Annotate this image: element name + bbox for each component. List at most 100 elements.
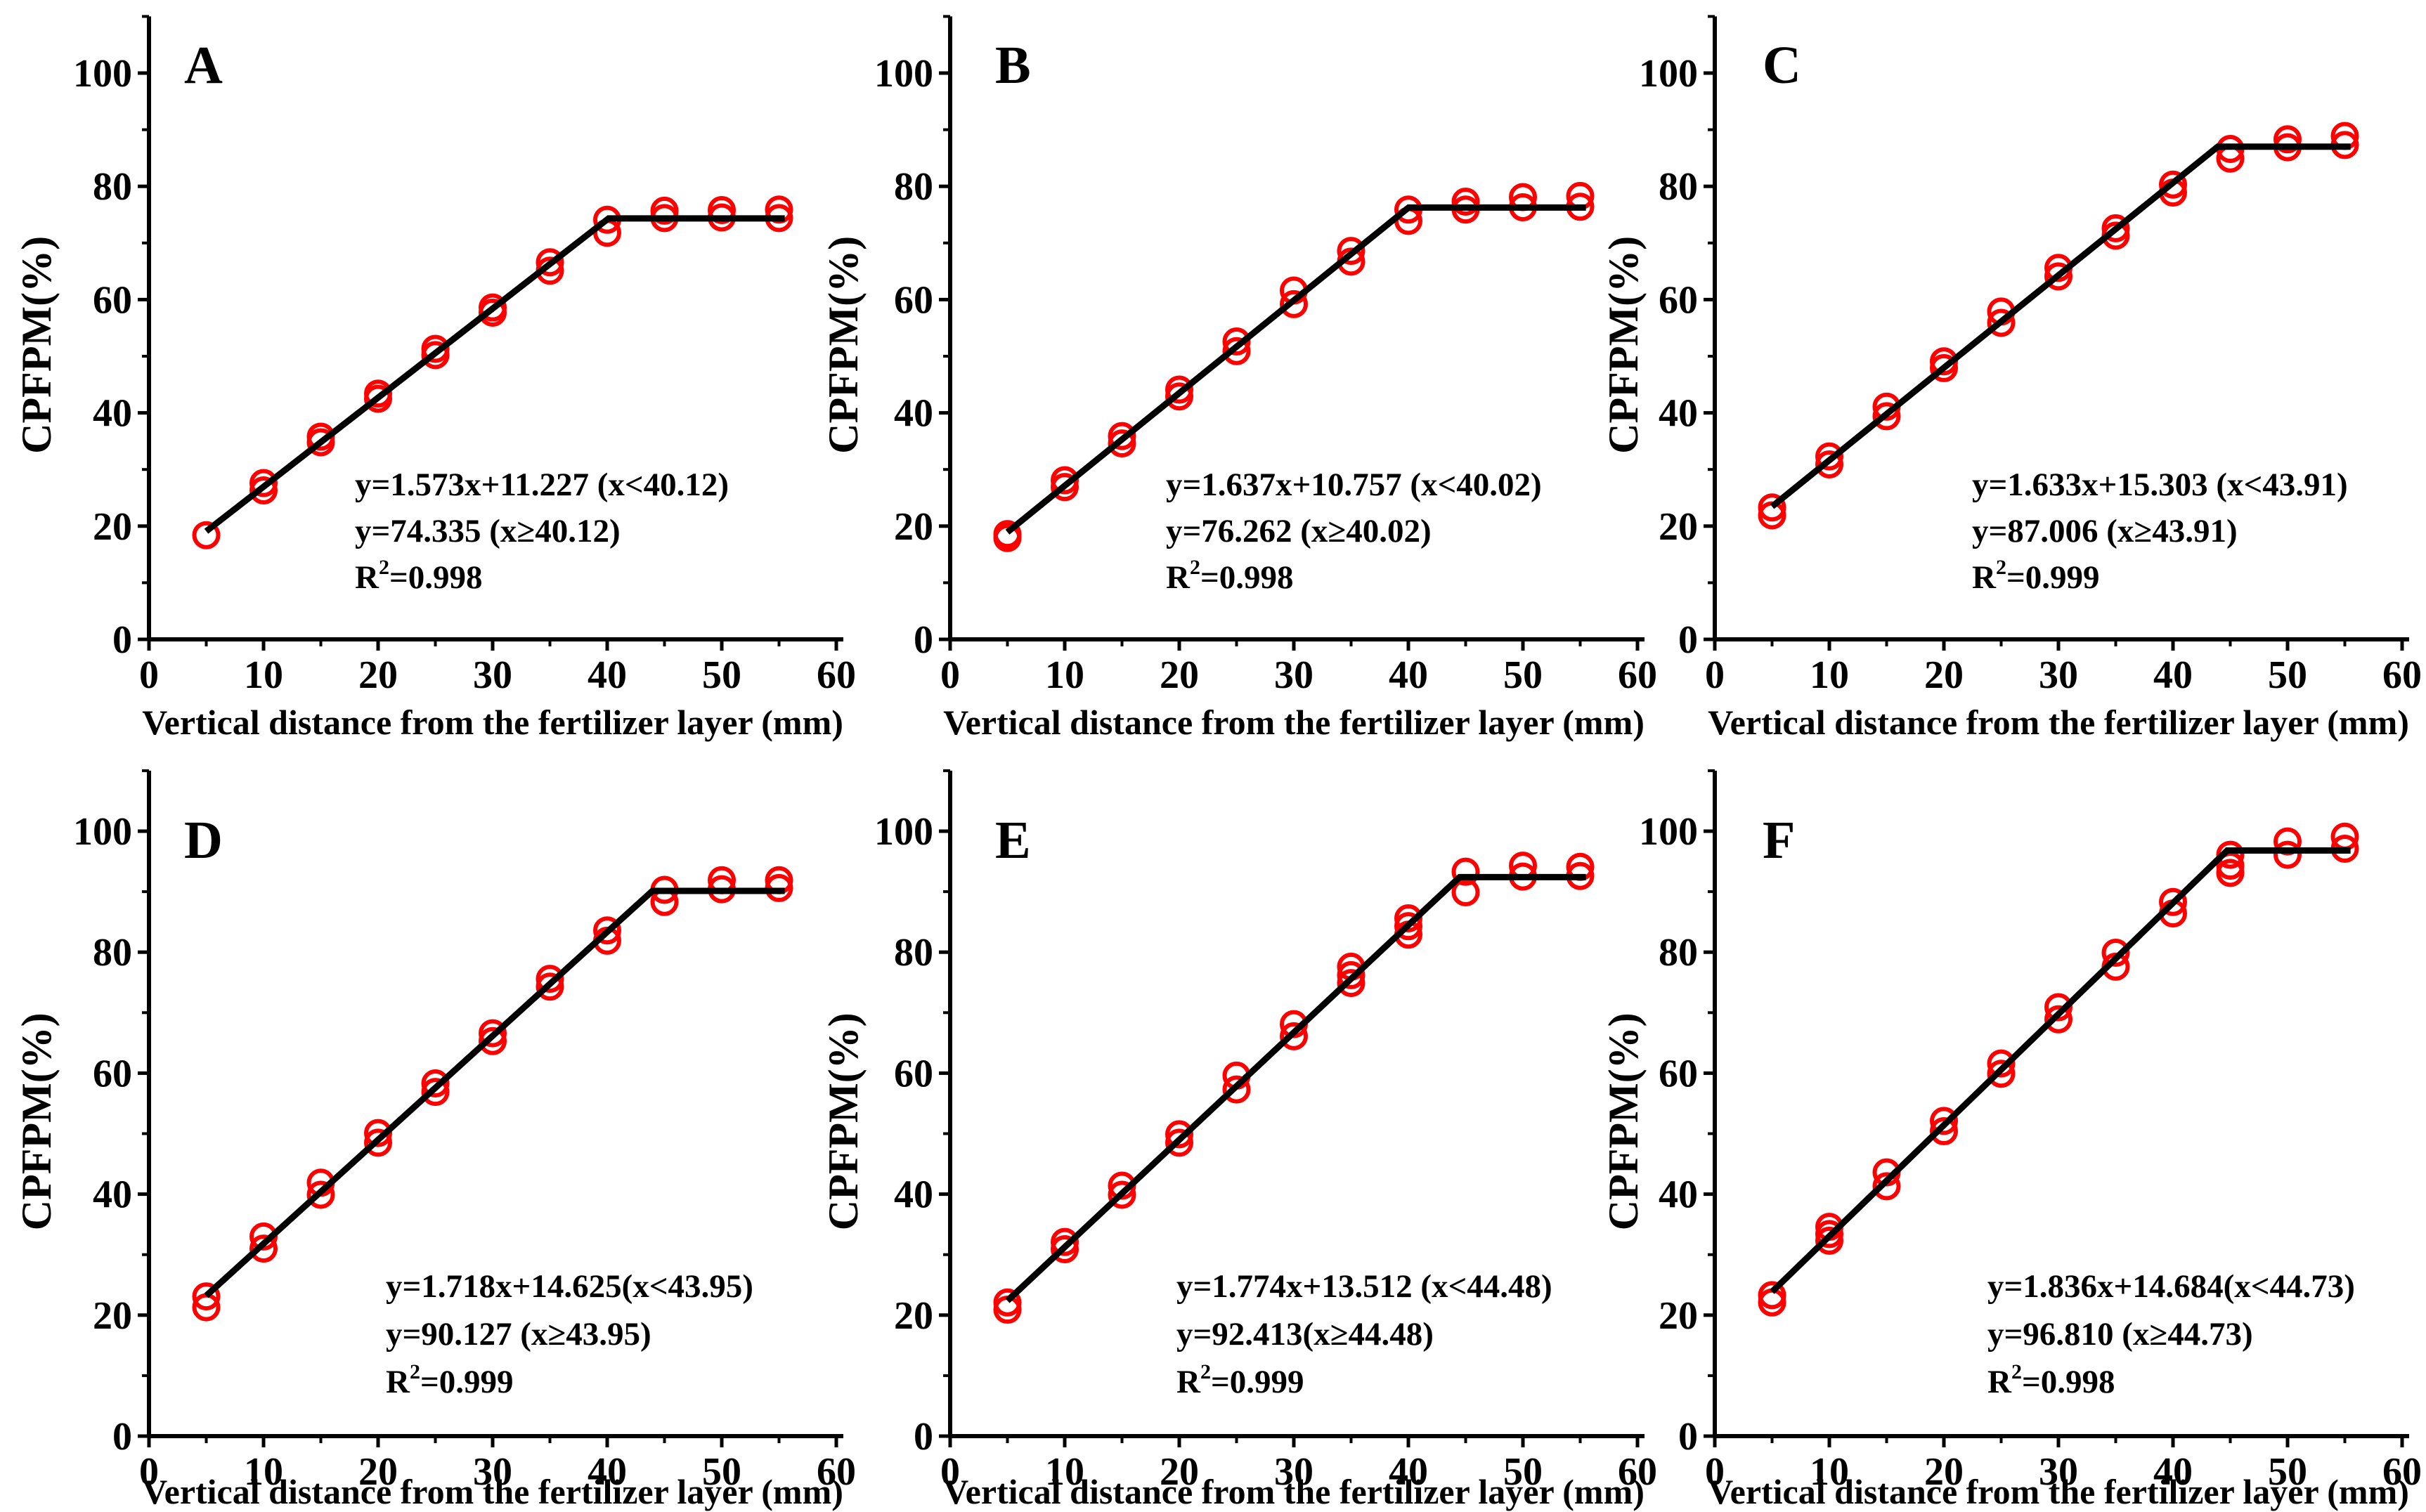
- equation-line: y=74.335 (x≥40.12): [355, 513, 621, 549]
- data-point: [306, 1180, 335, 1209]
- panel-letter: B: [995, 36, 1031, 95]
- x-tick-label: 10: [1810, 653, 1849, 697]
- data-point: [479, 298, 507, 327]
- equation-line: R2=0.998: [355, 556, 483, 596]
- y-tick-label: 100: [874, 810, 933, 854]
- data-point: [1108, 1180, 1136, 1209]
- x-tick-label: 50: [702, 1450, 741, 1494]
- y-tick-label: 100: [1639, 52, 1698, 96]
- equation-line: y=1.573x+11.227 (x<40.12): [355, 467, 729, 503]
- equation-line: R2=0.999: [1176, 1360, 1304, 1400]
- x-axis-label: Vertical distance from the fertilizer la…: [943, 703, 1645, 742]
- panel-F: 0 10 20 30 40 50 60 0 20 40 60 80 100 Vertical distan…: [1600, 769, 2422, 1511]
- panel-letter: C: [1763, 36, 1801, 95]
- x-tick-label: 40: [1389, 1450, 1428, 1494]
- x-tick-label: 60: [817, 653, 856, 697]
- data-point: [1165, 1120, 1193, 1149]
- equation-line: y=1.718x+14.625(x<43.95): [386, 1268, 753, 1305]
- data-point: [1222, 327, 1251, 356]
- y-tick-label: 0: [1678, 618, 1698, 662]
- x-tick-label: 50: [2268, 653, 2307, 697]
- data-point: [421, 341, 450, 370]
- data-point: [2159, 170, 2187, 199]
- panel-B: 0 10 20 30 40 50 60 0 20 40 60 80 100 Vertical distan…: [820, 15, 1657, 742]
- data-point: [1051, 1234, 1079, 1263]
- equation-line: y=90.127 (x≥43.95): [386, 1316, 651, 1353]
- data-point: [1930, 353, 1958, 382]
- data-point: [1872, 1172, 1901, 1201]
- data-point: [1930, 1107, 1958, 1135]
- y-tick-label: 60: [1659, 278, 1698, 322]
- y-tick-label: 40: [894, 1173, 933, 1217]
- data-point: [2159, 887, 2187, 916]
- y-axis-label: CPFPM(%): [820, 1012, 867, 1230]
- equation-line: y=76.262 (x≥40.02): [1166, 513, 1432, 549]
- equation-line: y=1.836x+14.684(x<44.73): [1987, 1268, 2355, 1305]
- panel-letter: D: [184, 811, 223, 870]
- x-tick-label: 0: [1705, 653, 1725, 697]
- data-point: [479, 1027, 507, 1055]
- equation-line: R2=0.998: [1987, 1360, 2115, 1400]
- data-point: [192, 521, 221, 549]
- x-tick-label: 40: [588, 1450, 627, 1494]
- x-tick-label: 10: [1045, 653, 1084, 697]
- data-point: [2044, 993, 2073, 1022]
- y-tick-label: 20: [93, 1294, 132, 1338]
- y-axis-label: CPFPM(%): [1600, 236, 1647, 454]
- y-tick-label: 0: [1678, 1415, 1698, 1459]
- x-axis-label: Vertical distance from the fertilizer la…: [1708, 1472, 2409, 1511]
- x-tick-label: 40: [2153, 1450, 2193, 1494]
- data-point: [593, 916, 621, 945]
- data-point: [1815, 1226, 1843, 1255]
- data-point: [993, 523, 1022, 552]
- panel-D: 0 10 20 30 40 50 60 0 20 40 60 80 100 Vertical distan…: [13, 769, 856, 1511]
- x-tick-label: 10: [244, 1450, 283, 1494]
- y-tick-label: 40: [1659, 1173, 1698, 1217]
- data-point: [2273, 125, 2302, 154]
- fit-line: [1005, 873, 1586, 1303]
- data-point: [1987, 1060, 2016, 1088]
- data-point: [1394, 904, 1422, 932]
- fit-line: [204, 215, 785, 534]
- data-point: [364, 1128, 392, 1157]
- x-tick-label: 40: [588, 653, 627, 697]
- data-point: [1930, 1117, 1958, 1146]
- y-tick-label: 0: [914, 618, 933, 662]
- y-tick-label: 0: [914, 1415, 933, 1459]
- panel-E: 0 10 20 30 40 50 60 0 20 40 60 80 100 Vertical distan…: [820, 769, 1657, 1511]
- data-point: [364, 384, 392, 413]
- data-point: [1451, 187, 1480, 216]
- x-tick-label: 40: [1389, 653, 1428, 697]
- x-tick-label: 20: [1160, 1450, 1199, 1494]
- x-tick-label: 60: [2382, 1450, 2422, 1494]
- x-tick-label: 50: [1503, 653, 1543, 697]
- x-tick-label: 30: [1274, 653, 1313, 697]
- x-tick-label: 30: [1274, 1450, 1313, 1494]
- data-point: [2101, 939, 2130, 967]
- x-tick-label: 10: [1045, 1450, 1084, 1494]
- y-tick-label: 60: [93, 1052, 132, 1095]
- y-tick-label: 100: [874, 52, 933, 96]
- data-point: [2273, 840, 2302, 869]
- y-tick-label: 80: [894, 931, 933, 975]
- y-tick-label: 40: [93, 392, 132, 436]
- x-tick-label: 50: [1503, 1450, 1543, 1494]
- y-tick-label: 100: [73, 810, 132, 854]
- y-tick-label: 20: [894, 1294, 933, 1338]
- data-point: [1051, 473, 1079, 502]
- data-point: [1451, 857, 1480, 886]
- fit-line: [1770, 143, 2351, 509]
- x-tick-label: 0: [940, 653, 960, 697]
- x-tick-label: 40: [2153, 653, 2193, 697]
- y-tick-label: 80: [894, 165, 933, 209]
- x-tick-label: 30: [2039, 653, 2078, 697]
- data-point: [2044, 262, 2073, 291]
- y-tick-label: 100: [73, 52, 132, 96]
- x-tick-label: 20: [1924, 653, 1964, 697]
- y-tick-label: 20: [1659, 1294, 1698, 1338]
- x-tick-label: 20: [1160, 653, 1199, 697]
- x-tick-label: 0: [139, 653, 159, 697]
- y-tick-label: 80: [93, 165, 132, 209]
- x-axis-label: Vertical distance from the fertilizer la…: [142, 1472, 843, 1511]
- x-axis-label: Vertical distance from the fertilizer la…: [142, 703, 843, 742]
